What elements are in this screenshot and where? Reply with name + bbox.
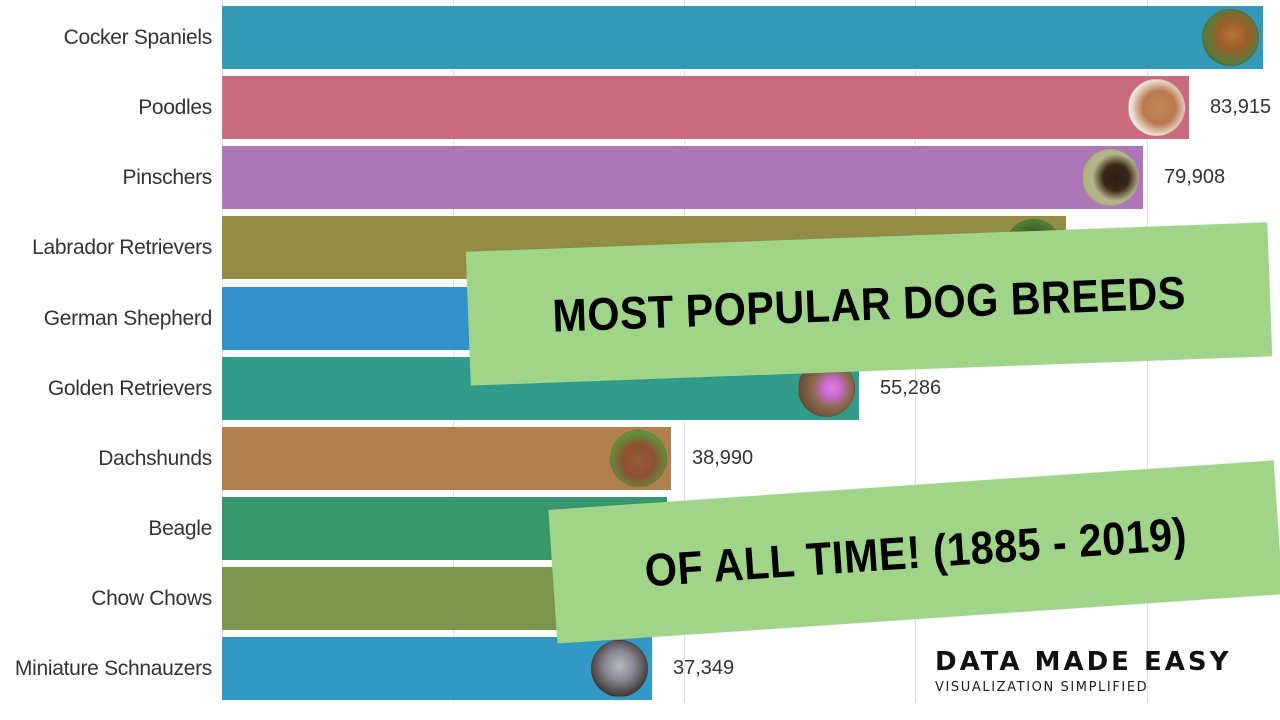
bar-label: Golden Retrievers [47, 377, 212, 400]
title-line-1: MOST POPULAR DOG BREEDS [551, 266, 1187, 342]
cocker-spaniel-photo-icon [1202, 9, 1259, 66]
bar-label: Labrador Retrievers [32, 236, 212, 259]
bar-label: German Shepherd [43, 307, 213, 330]
bar-label: Poodles [138, 96, 212, 119]
dachshund-photo-icon [610, 430, 667, 487]
bar-label: Miniature Schnauzers [14, 657, 212, 680]
bar-label: Dachshunds [98, 447, 212, 470]
bar-row: Miniature Schnauzers 37,349 [0, 637, 1280, 700]
brand-subtitle: VISUALIZATION SIMPLIFIED [935, 680, 1149, 695]
bar [222, 637, 652, 700]
bar-value-label: 55,286 [880, 377, 942, 399]
pinscher-photo-icon [1082, 149, 1139, 206]
bar-label: Cocker Spaniels [63, 26, 213, 49]
bar-row: Dachshunds 38,990 [0, 427, 1280, 490]
bar [222, 427, 671, 490]
bar-label: Chow Chows [91, 587, 212, 610]
bar-row: Poodles 83,915 [0, 76, 1280, 139]
bar-value-label: 83,915 [1210, 96, 1272, 118]
brand-title: DATA MADE EASY [935, 647, 1232, 677]
bar-row: Pinschers 79,908 [0, 146, 1280, 209]
brand-logo: DATA MADE EASY VISUALIZATION SIMPLIFIED [935, 645, 1231, 697]
bar [222, 6, 1263, 69]
schnauzer-photo-icon [591, 640, 648, 697]
gridline-0 [222, 0, 223, 702]
bar-row: Cocker Spaniels [0, 6, 1280, 69]
title-line-2: OF ALL TIME! (1885 - 2019) [642, 507, 1189, 597]
bar-label: Beagle [148, 517, 212, 540]
bar-value-label: 37,349 [673, 657, 735, 679]
bar [222, 76, 1189, 139]
gridline-20000 [453, 0, 454, 702]
bar-value-label: 79,908 [1164, 166, 1226, 188]
bar-value-label: 38,990 [692, 447, 754, 469]
poodle-photo-icon [1128, 79, 1185, 136]
bar [222, 146, 1143, 209]
bar-label: Pinschers [122, 166, 212, 189]
